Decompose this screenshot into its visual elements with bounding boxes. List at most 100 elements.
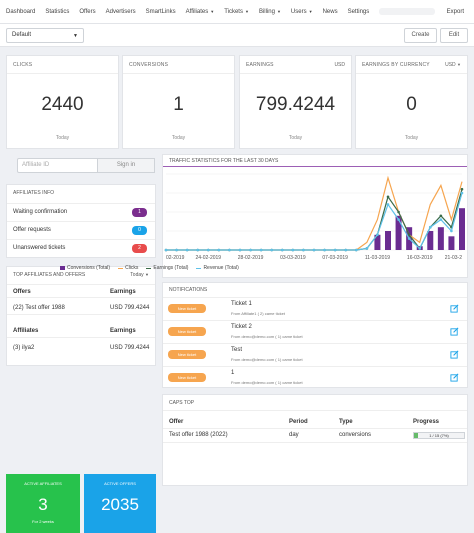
count-badge: 0	[132, 226, 147, 235]
affiliates-header: Affiliates Earnings	[7, 324, 155, 338]
nav-news[interactable]: News	[322, 8, 338, 15]
legend-label: Conversions (Total)	[67, 265, 111, 271]
edit-icon[interactable]	[450, 327, 459, 336]
table-row[interactable]: (22) Test offer 1988 USD 799.4244	[7, 301, 155, 315]
period-select[interactable]: Today ▼	[130, 272, 149, 278]
col-earnings: Earnings	[110, 289, 136, 295]
series-point	[386, 203, 390, 206]
edit-icon[interactable]	[450, 373, 459, 382]
nav-dashboard[interactable]: Dashboard	[6, 8, 36, 15]
nav-billing[interactable]: Billing ▼	[259, 9, 281, 15]
panel-title: Top affiliates and offers	[13, 272, 86, 278]
affiliate-id-input[interactable]: Affiliate ID	[17, 158, 98, 173]
divider	[163, 410, 467, 411]
currency-select-value: USD	[445, 62, 456, 68]
series-point	[270, 248, 274, 252]
nav-users-label: Users	[290, 8, 307, 15]
series-point	[175, 248, 178, 252]
table-row[interactable]: (3) ilya2 USD 799.4244	[7, 341, 155, 355]
active-offers-card: Active offers 2035	[84, 474, 156, 533]
nav-export[interactable]: Export	[446, 8, 464, 15]
card-period: Today	[288, 135, 303, 141]
dashboard-select[interactable]: Default ▼	[6, 28, 84, 43]
notification-text: From demo@demo.com ( 1) came ticket	[231, 380, 303, 385]
card-value: 0	[406, 94, 417, 115]
series-point	[397, 218, 400, 221]
chevron-down-icon: ▼	[145, 272, 149, 277]
notification-item[interactable]: New ticket 1 From demo@demo.com ( 1) cam…	[163, 366, 467, 387]
edit-icon[interactable]	[450, 304, 459, 313]
edit-icon[interactable]	[450, 350, 459, 359]
legend-conversions[interactable]: Conversions (Total)	[60, 265, 110, 271]
traffic-chart: 02-2019 24-02-2019 28-02-2019 03-03-2019 07-…	[164, 173, 465, 261]
legend-swatch	[146, 267, 152, 269]
traffic-panel: Traffic statistics for the last 30 days	[162, 154, 468, 278]
series-point	[354, 248, 358, 252]
legend-clicks[interactable]: Clicks	[118, 265, 138, 271]
clicks-card: Clicks 2440 Today	[6, 55, 119, 149]
x-tick-label: 11-03-2019	[365, 255, 390, 261]
card-label: Conversions	[129, 62, 169, 68]
conversion-bar	[448, 236, 455, 250]
info-row-label: Offer requests	[13, 227, 51, 233]
sign-in-button[interactable]: Sign in	[98, 158, 155, 173]
create-button[interactable]: Create	[404, 28, 437, 43]
series-point	[407, 237, 411, 240]
series-point	[196, 248, 200, 252]
card-period: Today	[404, 135, 419, 141]
chevron-down-icon: ▼	[276, 9, 281, 14]
card-label: Active affiliates	[24, 481, 62, 486]
nav-advertisers[interactable]: Advertisers	[105, 8, 136, 15]
notification-item[interactable]: New ticket Ticket 1 From Affiliate1 ( 2)…	[163, 297, 467, 319]
x-tick-label: 16-03-2019	[407, 255, 433, 261]
panel-title: Traffic statistics for the last 30 days	[169, 158, 279, 164]
blurred-account[interactable]	[379, 8, 435, 15]
panel-title: Affiliates info	[13, 190, 55, 196]
divider	[356, 73, 467, 74]
info-row-label: Unanswered tickets	[13, 245, 66, 251]
nav-affiliates[interactable]: Affiliates ▼	[186, 9, 215, 15]
notification-item[interactable]: New ticket Ticket 2 From demo@demo.com (…	[163, 320, 467, 342]
caps-header: Offer Period Type Progress	[163, 416, 467, 429]
series-point	[302, 248, 305, 252]
conversion-bar	[427, 231, 434, 250]
series-point	[439, 218, 443, 221]
card-label: Earnings	[246, 62, 274, 68]
chevron-down-icon: ▼	[210, 9, 215, 14]
new-ticket-badge: New ticket	[168, 373, 206, 382]
conversion-bar	[395, 215, 402, 250]
series-point	[460, 187, 464, 191]
edit-button[interactable]: Edit	[440, 28, 468, 43]
info-row-waiting[interactable]: Waiting confirmation 1	[7, 203, 155, 220]
nav-settings[interactable]: Settings	[347, 8, 370, 15]
currency-select[interactable]: USD ▼	[445, 62, 461, 68]
nav-users[interactable]: Users ▼	[291, 9, 313, 15]
nav-tickets[interactable]: Tickets ▼	[224, 9, 249, 15]
series-point	[164, 248, 168, 252]
caps-panel: Caps top Offer Period Type Progress Test…	[162, 394, 468, 486]
cap-type: conversions	[339, 432, 372, 438]
new-ticket-badge: New ticket	[168, 327, 206, 336]
nav-statistics[interactable]: Statistics	[45, 8, 70, 15]
nav-offers[interactable]: Offers	[79, 8, 96, 15]
chevron-down-icon: ▼	[73, 33, 78, 39]
series-point	[344, 248, 348, 252]
legend-earnings[interactable]: Earnings (Total)	[146, 265, 188, 271]
series-point	[228, 248, 231, 252]
info-row-tickets[interactable]: Unanswered tickets 2	[7, 239, 155, 256]
notification-text: From Affiliate1 ( 2) came ticket	[231, 311, 285, 316]
series-point	[365, 247, 369, 250]
card-label: Clicks	[13, 62, 33, 68]
legend-revenue[interactable]: Revenue (Total)	[196, 265, 239, 271]
notification-item[interactable]: New ticket Test From demo@demo.com ( 1) …	[163, 343, 467, 365]
nav-smartlinks[interactable]: SmartLinks	[145, 8, 176, 15]
period-value: Today	[130, 272, 144, 278]
x-tick-label: 28-02-2019	[238, 255, 264, 261]
offer-name: (22) Test offer 1988	[13, 305, 65, 311]
table-row[interactable]: Test offer 1988 (2022) day conversions 1…	[163, 429, 467, 443]
series-point	[397, 210, 400, 214]
card-value: 3	[38, 495, 48, 514]
info-row-offer-requests[interactable]: Offer requests 0	[7, 221, 155, 238]
conversions-card: Conversions 1 Today	[122, 55, 235, 149]
legend-swatch	[196, 267, 202, 269]
